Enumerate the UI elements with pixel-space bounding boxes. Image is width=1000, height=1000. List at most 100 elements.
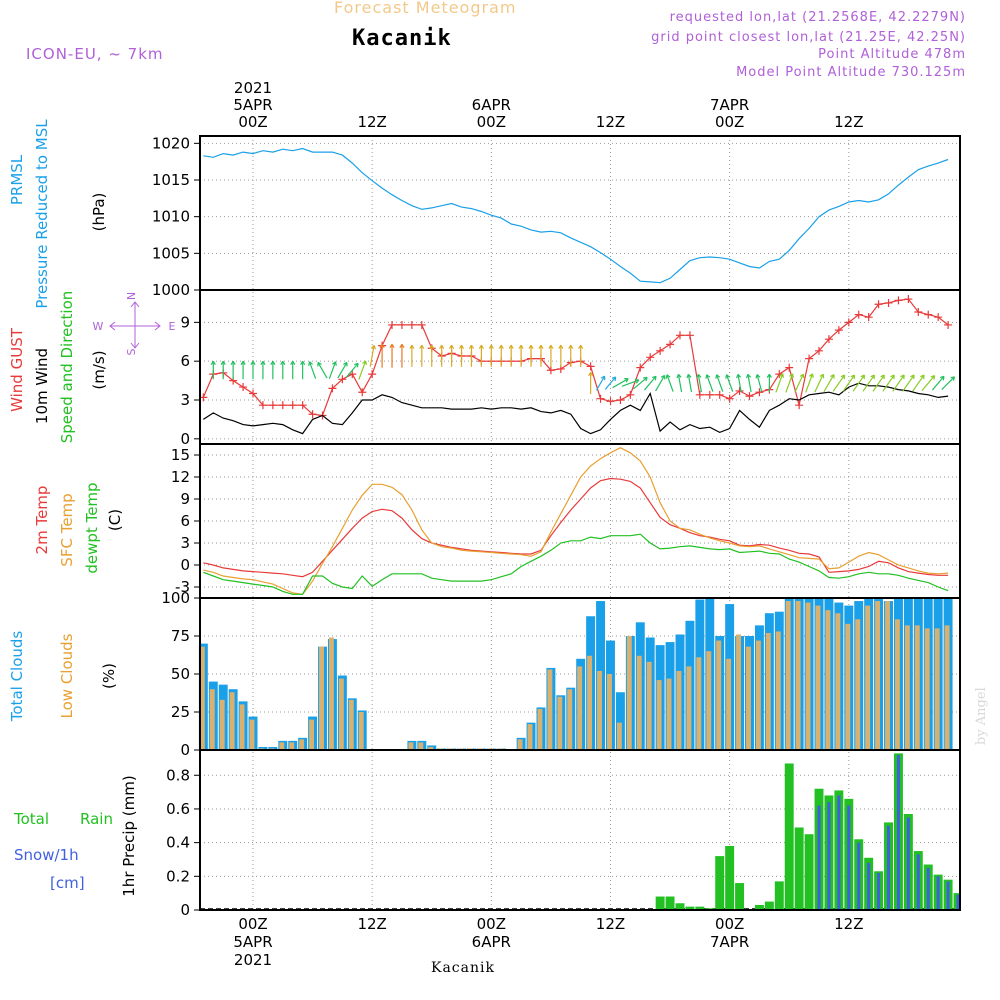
gust-marker [944,320,953,329]
model-altitude: Model Point Altitude 730.125m [736,65,966,80]
snow-bar [817,805,821,910]
wind-arrow [823,374,835,393]
gust-marker [854,310,863,319]
top-year-label: 2021 [234,79,272,97]
gust-marker [805,354,814,363]
top-tick-label: 00Z [715,113,744,131]
gust-marker [646,353,655,362]
low-cloud-bar [309,719,315,750]
low-cloud-bar [577,666,583,750]
gust-marker [904,295,913,304]
y-tick-label: 100 [161,589,190,607]
snow-bar [837,795,841,910]
rain-bar [685,906,695,910]
wind-arrow [290,360,296,380]
rain-bar [774,881,784,910]
wind-arrow [604,376,617,390]
low-cloud-bar [428,746,434,750]
precip-snow-label: Snow/1h [14,846,79,864]
snow-bar [956,894,960,910]
y-tick-label: 1020 [152,134,190,152]
y-tick-label: 9 [180,490,190,508]
bottom-tick-label: 00Z [715,915,744,933]
gust-marker [705,390,714,399]
wind-arrow [766,373,772,393]
panel-sfc-label: SFC Temp [58,493,76,566]
rain-bar [735,883,745,910]
gust-marker [725,394,734,403]
wind-arrow [548,344,554,367]
low-cloud-bar [517,739,523,750]
low-cloud-bar [289,742,295,750]
snow-bar [896,755,900,910]
y-tick-label: 0 [180,741,190,759]
gust-marker [249,389,257,398]
wind-arrow [439,344,445,367]
wind-arrow [240,360,246,380]
top-tick-label: 00Z [477,113,506,131]
top-tick-label: 12Z [834,113,863,131]
y-tick-label: 0.8 [166,766,190,784]
low-cloud-bar [696,657,702,750]
wind-arrow [518,344,524,367]
wind-arrow [775,373,785,393]
panel-pressure-label-b: Pressure Reduced to MSL [33,119,51,309]
gust-marker [785,363,794,372]
top-date-label: 7APR [710,96,749,114]
bottom-tick-label: 12Z [834,915,863,933]
gust-marker [388,320,397,329]
low-cloud-bar [924,628,930,750]
low-cloud-bar [319,646,324,750]
low-cloud-bar [229,692,235,750]
low-cloud-bar [239,704,245,750]
wind-arrow [478,344,484,367]
panel-pressure-label-a: PRMSL [8,154,26,205]
footer-location: Kacanik [431,960,495,976]
wind-arrow [458,344,465,367]
low-cloud-bar [894,619,900,750]
low-cloud-bar [726,658,732,750]
wind-arrow [558,344,564,367]
low-cloud-bar [408,742,414,750]
wind-arrow [250,360,256,380]
wind-arrow [872,374,885,392]
rain-bar [675,903,685,910]
low-cloud-bar [736,634,742,750]
y-tick-label: 15 [171,446,190,464]
wind-gust-line [202,298,949,417]
rain-bar [665,896,675,910]
wind-arrow [814,373,825,393]
gust-marker [417,320,426,329]
compass-s: S [125,348,138,355]
wind-arrow [498,344,504,367]
low-cloud-bar [686,666,692,750]
wind-arrow [230,360,236,380]
low-cloud-bar [785,601,791,750]
gust-marker [815,346,824,355]
low-cloud-bar [547,669,553,750]
precip-total-label: Total [13,810,49,828]
y-tick-label: -3 [175,578,190,596]
wind-arrow [210,360,216,380]
compass-e: E [169,320,176,333]
y-tick-label: 1005 [152,244,190,262]
wind-arrow [429,344,435,367]
y-tick-label: 0.4 [166,834,190,852]
gust-marker [288,401,297,410]
wind-arrow [419,344,425,367]
wind-arrow [715,374,724,392]
low-cloud-bar [716,640,722,750]
panel-frame [199,289,961,445]
y-tick-label: 1010 [152,208,190,226]
low-cloud-bar [279,742,285,750]
gust-marker [914,308,923,316]
wind-arrow [931,375,945,391]
gust-marker [358,388,367,397]
gust-marker [924,310,933,319]
wind-arrow [280,360,286,380]
bottom-tick-label: 12Z [357,915,386,933]
low-cloud-bar [825,610,831,750]
sfc-line [203,447,949,595]
watermark: by Angel [974,687,989,745]
